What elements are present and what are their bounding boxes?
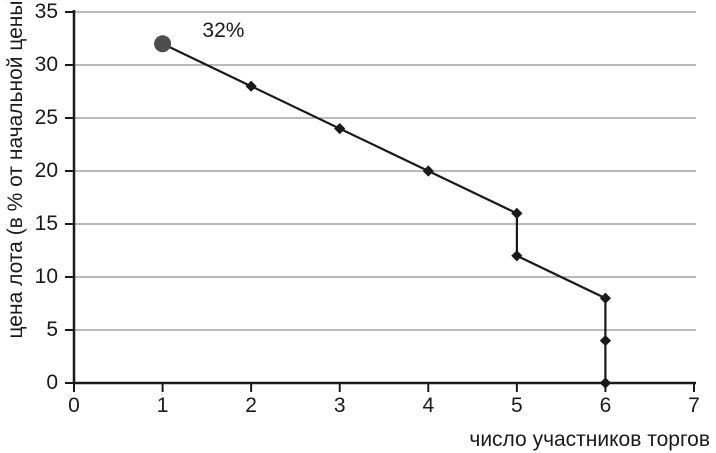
x-tick-label: 2 — [245, 394, 257, 417]
y-tick-label: 10 — [34, 265, 58, 289]
x-tick-label: 1 — [156, 394, 169, 417]
y-tick-label: 0 — [46, 371, 58, 395]
annotation-32-percent: 32% — [202, 19, 245, 43]
series-start-marker-circle — [154, 35, 172, 53]
y-tick-label: 30 — [34, 53, 58, 77]
x-tick-label: 7 — [688, 394, 700, 417]
series-point-marker-diamond — [334, 123, 346, 135]
series-point-marker-diamond — [511, 250, 523, 262]
series-line — [162, 42, 607, 383]
series-point-marker-diamond — [599, 377, 612, 389]
y-tick-label: 5 — [46, 318, 58, 342]
x-tick-label: 5 — [511, 394, 523, 417]
x-axis-title: число участников торгов — [469, 428, 710, 451]
y-tick-label: 15 — [34, 212, 58, 236]
y-tick-label: 35 — [34, 0, 58, 24]
series-point-marker-diamond — [599, 292, 612, 304]
y-tick-label: 20 — [34, 159, 58, 183]
x-tick-label: 4 — [422, 394, 435, 417]
series-point-marker-diamond — [599, 335, 612, 347]
series-point-marker-diamond — [245, 80, 257, 92]
y-tick-label: 25 — [34, 106, 58, 130]
x-tick-label: 3 — [333, 394, 346, 417]
x-tick-label: 6 — [599, 394, 612, 417]
series-point-marker-diamond — [511, 207, 523, 219]
series-point-marker-diamond — [422, 165, 434, 177]
x-tick-label: 0 — [68, 394, 80, 417]
